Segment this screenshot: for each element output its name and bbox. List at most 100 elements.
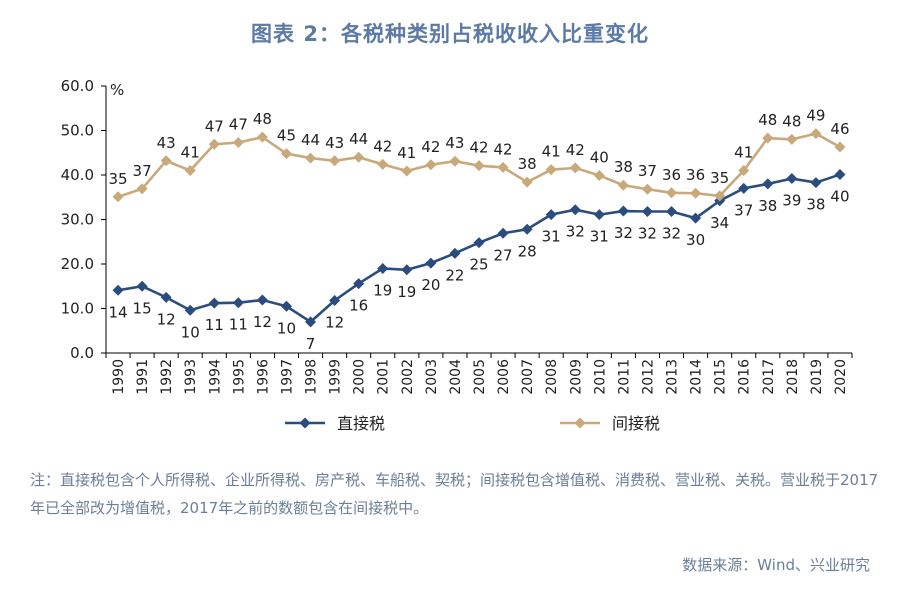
data-label: 19 — [373, 281, 392, 299]
x-tick-label: 2013 — [665, 359, 681, 395]
data-point — [256, 131, 268, 143]
series-line — [117, 173, 841, 324]
data-point — [666, 187, 678, 199]
data-point — [738, 182, 750, 194]
x-tick-label: 2012 — [640, 359, 656, 395]
x-tick-label: 2019 — [809, 359, 825, 395]
x-tick-label: 2014 — [689, 359, 705, 395]
data-point — [473, 160, 485, 172]
x-tick-label: 2015 — [713, 359, 729, 395]
chart-note: 注：直接税包含个人所得税、企业所得税、房产税、车船税、契税；间接税包含增值税、消… — [30, 471, 879, 517]
data-label: 31 — [590, 228, 609, 246]
data-label: 44 — [301, 131, 320, 149]
x-tick-label: 2017 — [761, 359, 777, 395]
data-label: 34 — [710, 214, 729, 232]
x-tick-label: 2018 — [785, 359, 801, 395]
y-tick-label: 40.0 — [61, 166, 94, 184]
data-label: 19 — [397, 283, 416, 301]
legend-label: 直接税 — [337, 414, 385, 433]
data-point — [208, 138, 220, 150]
data-point — [714, 190, 726, 202]
x-tick-label: 1999 — [328, 359, 344, 395]
legend-item: 直接税 — [285, 414, 385, 433]
data-label: 36 — [662, 166, 681, 184]
y-tick-label: 10.0 — [61, 300, 94, 318]
y-tick-label: 50.0 — [61, 122, 94, 140]
x-tick-label: 2003 — [424, 359, 440, 395]
x-tick-label: 2016 — [737, 359, 753, 395]
data-point — [641, 205, 653, 217]
x-tick-label: 2004 — [448, 359, 464, 395]
data-point — [329, 155, 341, 167]
data-label: 38 — [758, 197, 777, 215]
data-label: 42 — [421, 138, 440, 156]
data-point — [449, 155, 461, 167]
line-chart: 0.0 10.0 20.0 30.0 40.0 50.0 60.0 % 1990 1991 1992… — [61, 77, 853, 433]
data-label: 7 — [306, 335, 316, 353]
data-point — [425, 257, 437, 269]
x-tick-label: 2005 — [472, 359, 488, 395]
data-point — [497, 227, 509, 239]
data-label: 12 — [325, 313, 344, 331]
data-point — [593, 209, 605, 221]
data-point — [569, 162, 581, 174]
data-point — [232, 297, 244, 309]
data-point — [160, 291, 172, 303]
y-axis-unit: % — [110, 81, 124, 99]
data-label: 11 — [205, 316, 224, 334]
data-point — [280, 148, 292, 160]
data-point — [810, 177, 822, 189]
data-point — [353, 278, 365, 290]
x-tick-label: 2000 — [352, 359, 368, 395]
data-label: 16 — [349, 297, 368, 315]
y-tick-label: 30.0 — [61, 211, 94, 229]
data-point — [112, 191, 124, 203]
chart-axes: 0.0 10.0 20.0 30.0 40.0 50.0 60.0 % 1990 1991 1992… — [61, 77, 853, 395]
data-label: 41 — [542, 143, 561, 161]
data-label: 43 — [325, 134, 344, 152]
data-label: 36 — [686, 166, 705, 184]
data-point — [160, 155, 172, 167]
x-tick-label: 2002 — [400, 359, 416, 395]
data-label: 40 — [830, 188, 849, 206]
data-point — [425, 159, 437, 171]
data-label: 32 — [566, 223, 585, 241]
x-tick-label: 1993 — [183, 359, 199, 395]
data-point — [112, 284, 124, 296]
series-direct-tax: 14 15 12 10 11 11 12 10 7 12 16 19 19 20 22 25 27 28 31 32 3… — [108, 169, 850, 353]
data-point — [810, 128, 822, 140]
data-point — [305, 152, 317, 164]
data-point — [690, 212, 702, 224]
data-label: 10 — [181, 323, 200, 341]
data-point — [232, 137, 244, 149]
data-label: 40 — [590, 148, 609, 166]
data-label: 37 — [734, 201, 753, 219]
data-point — [353, 151, 365, 163]
data-point — [449, 247, 461, 259]
data-label: 14 — [108, 303, 127, 321]
data-label: 48 — [758, 111, 777, 129]
data-point — [545, 164, 557, 176]
data-label: 31 — [542, 228, 561, 246]
x-tick-label: 2001 — [376, 359, 392, 395]
data-label: 45 — [277, 127, 296, 145]
data-point — [834, 141, 846, 153]
data-point — [738, 165, 750, 177]
data-point — [305, 316, 317, 328]
data-label: 42 — [469, 139, 488, 157]
data-label: 10 — [277, 319, 296, 337]
x-tick-label: 1998 — [304, 359, 320, 395]
data-label: 32 — [638, 224, 657, 242]
data-point — [497, 161, 509, 173]
data-label: 11 — [229, 316, 248, 334]
x-tick-label: 2011 — [616, 359, 632, 395]
data-label: 37 — [133, 162, 152, 180]
data-point — [184, 165, 196, 177]
data-point — [521, 223, 533, 235]
data-point — [136, 280, 148, 292]
data-label: 42 — [373, 137, 392, 155]
data-point — [401, 165, 413, 177]
data-label: 43 — [445, 134, 464, 152]
series-indirect-tax: 35 37 43 41 47 47 48 45 44 43 44 42 41 42 43 42 42 38 41 42… — [108, 107, 850, 203]
data-label: 30 — [686, 231, 705, 249]
